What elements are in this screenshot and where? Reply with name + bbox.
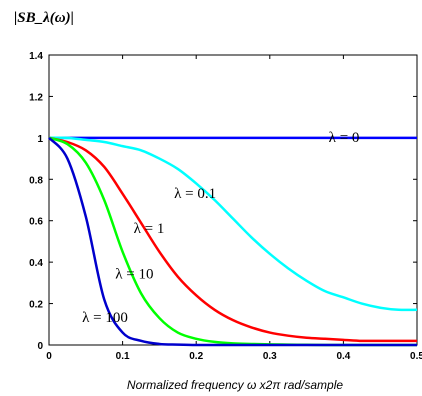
series-annotation: λ = 100 [82, 310, 128, 326]
y-tick-label: 0.4 [29, 258, 43, 269]
series-annotation: λ = 10 [115, 267, 153, 283]
y-tick-label: 0.6 [29, 217, 43, 228]
x-tick-label: 0.1 [116, 351, 130, 362]
plot-area [48, 54, 418, 346]
y-axis-label: |SB_λ(ω)| [14, 10, 74, 26]
series-layer [48, 136, 418, 347]
y-tick-label: 1.4 [29, 51, 43, 62]
y-axis: 0 0.2 0.4 0.6 0.8 1 1.2 1.4 [29, 51, 417, 352]
x-tick-label: 0 [46, 351, 52, 362]
x-axis: 0 0.1 0.2 0.3 0.4 0.5 [46, 55, 422, 362]
y-tick-label: 0.8 [29, 175, 43, 186]
series-annotation: λ = 0 [329, 130, 360, 146]
x-tick-label: 0.3 [263, 351, 277, 362]
x-axis-label: Normalized frequency ω x2π rad/sample [127, 378, 343, 392]
series-line [48, 136, 417, 343]
x-tick-label: 0.2 [189, 351, 203, 362]
y-tick-label: 0.2 [29, 300, 43, 311]
series-annotation: λ = 1 [134, 221, 165, 237]
series-line [48, 136, 417, 347]
y-tick-label: 1.2 [29, 92, 43, 103]
annotation-layer: λ = 0 λ = 0.1 λ = 1 λ = 10 λ = 100 [82, 130, 359, 326]
x-tick-label: 0.4 [336, 351, 350, 362]
y-tick-label: 0 [37, 341, 43, 352]
series-annotation: λ = 0.1 [174, 186, 216, 202]
y-tick-label: 1 [37, 134, 43, 145]
x-tick-label: 0.5 [410, 351, 422, 362]
series-line [48, 136, 418, 312]
